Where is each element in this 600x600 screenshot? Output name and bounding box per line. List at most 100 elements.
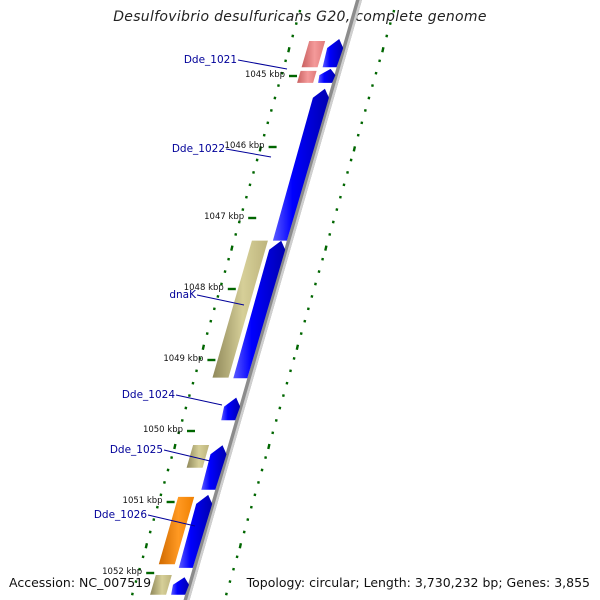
track-dot-0	[234, 232, 238, 236]
track-dot-1	[346, 170, 349, 174]
gene-feature-cds-0	[301, 41, 326, 68]
gene-feature-Dde_1024	[221, 397, 241, 421]
track-dot-1	[257, 480, 260, 484]
gene-feature-cds-2	[322, 39, 344, 68]
track-dot-1	[321, 257, 325, 261]
track-dot-0	[287, 46, 291, 53]
gene-feature-Dde_1021	[297, 70, 317, 83]
scale-tick-label: 1046 kbp	[225, 141, 265, 151]
gene-feature-Dde_1022	[272, 88, 329, 241]
track-dot-0	[130, 592, 134, 596]
track-dot-1	[388, 22, 392, 26]
gene-feature-Dde_1026	[158, 496, 195, 565]
track-dot-0	[258, 146, 263, 152]
track-dot-1	[232, 567, 235, 571]
track-dot-1	[249, 505, 253, 509]
track-dot-0	[266, 121, 270, 125]
gene-leader-Dde_1026	[147, 514, 196, 527]
track-dot-0	[195, 369, 198, 373]
track-dot-1	[335, 208, 339, 212]
track-dot-0	[191, 381, 195, 385]
track-dot-0	[252, 170, 255, 174]
track-dot-1	[310, 294, 314, 298]
gene-feature-cds-13	[171, 577, 189, 595]
gene-feature-cds-12	[150, 575, 172, 595]
track-dot-0	[262, 133, 266, 137]
track-dot-1	[295, 344, 300, 351]
gene-label-Dde_1021: Dde_1021	[184, 54, 237, 66]
gene-feature-cds-11	[178, 494, 213, 568]
track-dot-1	[289, 369, 292, 373]
scale-tick-label: 1050 kbp	[143, 425, 183, 435]
track-dot-0	[230, 245, 234, 251]
track-dot-1	[303, 319, 307, 323]
track-dot-0	[155, 505, 159, 509]
track-dot-1	[264, 456, 268, 460]
track-dot-0	[144, 542, 149, 549]
track-dot-1	[352, 146, 357, 152]
gene-leader-Dde_1022	[225, 148, 272, 158]
track-dot-1	[299, 332, 303, 336]
track-dot-0	[180, 418, 184, 422]
track-dot-0	[220, 282, 223, 286]
track-dot-1	[292, 356, 296, 360]
track-dot-0	[198, 356, 202, 360]
scale-tick-label: 1049 kbp	[163, 354, 203, 364]
track-dot-0	[255, 158, 259, 162]
track-dot-0	[134, 580, 138, 584]
track-dot-1	[356, 133, 360, 137]
track-dot-0	[248, 183, 252, 187]
track-dot-0	[280, 71, 284, 75]
track-dot-0	[187, 394, 191, 398]
track-dot-1	[360, 121, 364, 125]
scale-tick-label: 1052 kbp	[102, 567, 142, 577]
track-dot-1	[381, 46, 385, 53]
track-dot-1	[235, 555, 239, 559]
track-dot-1	[328, 232, 332, 236]
gene-leader-Dde_1021	[237, 59, 288, 70]
gene-leader-Dde_1025	[163, 449, 211, 462]
track-dot-1	[306, 307, 310, 311]
track-dot-1	[385, 34, 389, 38]
track-dot-0	[184, 406, 188, 410]
track-dot-0	[148, 530, 152, 534]
scale-tick-label: 1051 kbp	[123, 496, 163, 506]
gene-feature-Dde_1025	[186, 445, 210, 468]
track-dot-1	[367, 96, 371, 100]
track-dot-1	[242, 530, 246, 534]
track-dot-1	[317, 270, 321, 274]
track-dot-1	[331, 220, 335, 224]
track-dot-0	[269, 108, 273, 112]
track-dot-1	[228, 580, 232, 584]
track-dot-0	[170, 456, 174, 460]
gene-label-Dde_1026: Dde_1026	[94, 509, 148, 521]
track-dot-0	[273, 96, 277, 100]
track-dot-0	[284, 59, 288, 63]
track-dot-1	[278, 406, 282, 410]
track-dot-0	[216, 294, 220, 298]
track-dot-1	[378, 59, 382, 63]
gene-label-Dde_1024: Dde_1024	[122, 389, 176, 401]
track-dot-1	[238, 542, 243, 549]
track-dot-1	[314, 282, 317, 286]
track-dot-0	[244, 195, 248, 199]
topology-label: Topology: circular; Length: 3,730,232 bp…	[246, 575, 590, 590]
track-dot-0	[277, 84, 280, 88]
track-dot-1	[342, 183, 346, 187]
track-dot-0	[163, 480, 166, 484]
track-dot-0	[205, 332, 209, 336]
track-dot-0	[201, 344, 206, 351]
track-dot-0	[159, 493, 163, 497]
track-dot-0	[173, 443, 177, 450]
track-dot-1	[281, 394, 285, 398]
track-dot-0	[177, 431, 181, 435]
track-dot-0	[209, 319, 213, 323]
scale-tick-label: 1045 kbp	[245, 70, 285, 80]
track-dot-1	[349, 158, 353, 162]
track-dot-1	[371, 84, 374, 88]
track-dot-0	[291, 34, 295, 38]
track-dot-0	[227, 257, 231, 261]
track-dot-0	[166, 468, 170, 472]
map-title: Desulfovibrio desulfuricans G20, complet…	[113, 9, 487, 25]
